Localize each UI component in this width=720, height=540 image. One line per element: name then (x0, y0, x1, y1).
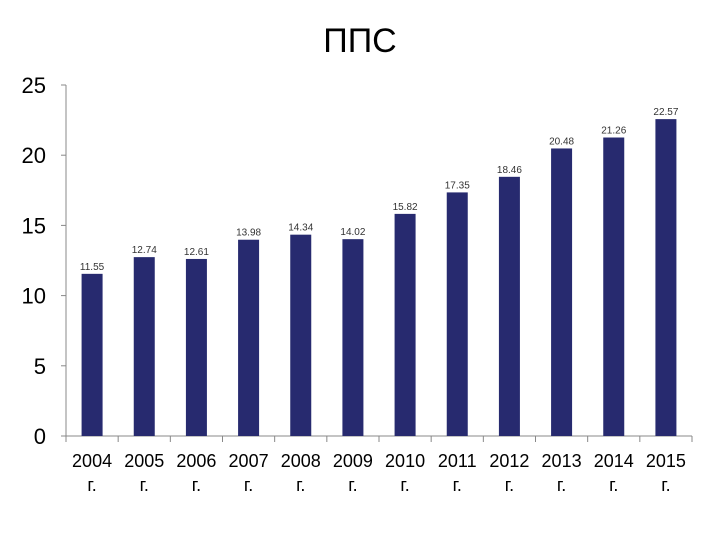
x-tick-label: 2007 г. (229, 451, 269, 495)
x-tick-label: 2015 г. (646, 451, 686, 495)
data-label: 21.26 (601, 126, 626, 137)
x-tick-label: 2011 г. (438, 451, 477, 495)
data-label: 22.57 (653, 107, 678, 118)
data-label: 18.46 (497, 165, 522, 176)
bar (394, 213, 416, 436)
data-label: 20.48 (549, 136, 574, 147)
data-label: 13.98 (236, 228, 261, 239)
x-tick-label: 2008 г. (281, 451, 321, 495)
bar (238, 239, 260, 436)
data-label: 17.35 (445, 180, 470, 191)
y-tick-label: 10 (22, 284, 46, 309)
data-label: 14.34 (288, 223, 313, 234)
x-tick-label: 2004 г. (72, 451, 112, 495)
x-tick-label: 2005 г. (124, 451, 164, 495)
x-tick-label: 2014 г. (594, 451, 634, 495)
x-tick-label: 2010 г. (385, 451, 425, 495)
x-tick-label: 2012 г. (489, 451, 529, 495)
x-tick-label: 2009 г. (333, 451, 373, 495)
bar (551, 148, 573, 436)
data-label: 11.55 (80, 262, 105, 273)
y-tick-label: 20 (22, 143, 46, 168)
bar (290, 234, 312, 436)
data-label: 12.61 (184, 247, 209, 258)
x-tick-label: 2013 г. (542, 451, 582, 495)
y-tick-label: 5 (34, 354, 46, 379)
y-tick-label: 0 (34, 424, 46, 449)
bar (446, 192, 468, 436)
bar (342, 239, 364, 436)
data-label: 15.82 (393, 202, 418, 213)
bar (133, 257, 155, 436)
bar (185, 258, 207, 436)
data-label: 12.74 (132, 245, 157, 256)
bar (655, 119, 677, 437)
chart-title: ППС (323, 22, 397, 60)
x-tick-label: 2006 г. (176, 451, 216, 495)
bar (81, 273, 103, 436)
y-tick-label: 15 (22, 213, 46, 238)
y-tick-label: 25 (22, 73, 46, 98)
bar (603, 137, 625, 437)
bar (498, 176, 520, 436)
data-label: 14.02 (340, 227, 365, 238)
